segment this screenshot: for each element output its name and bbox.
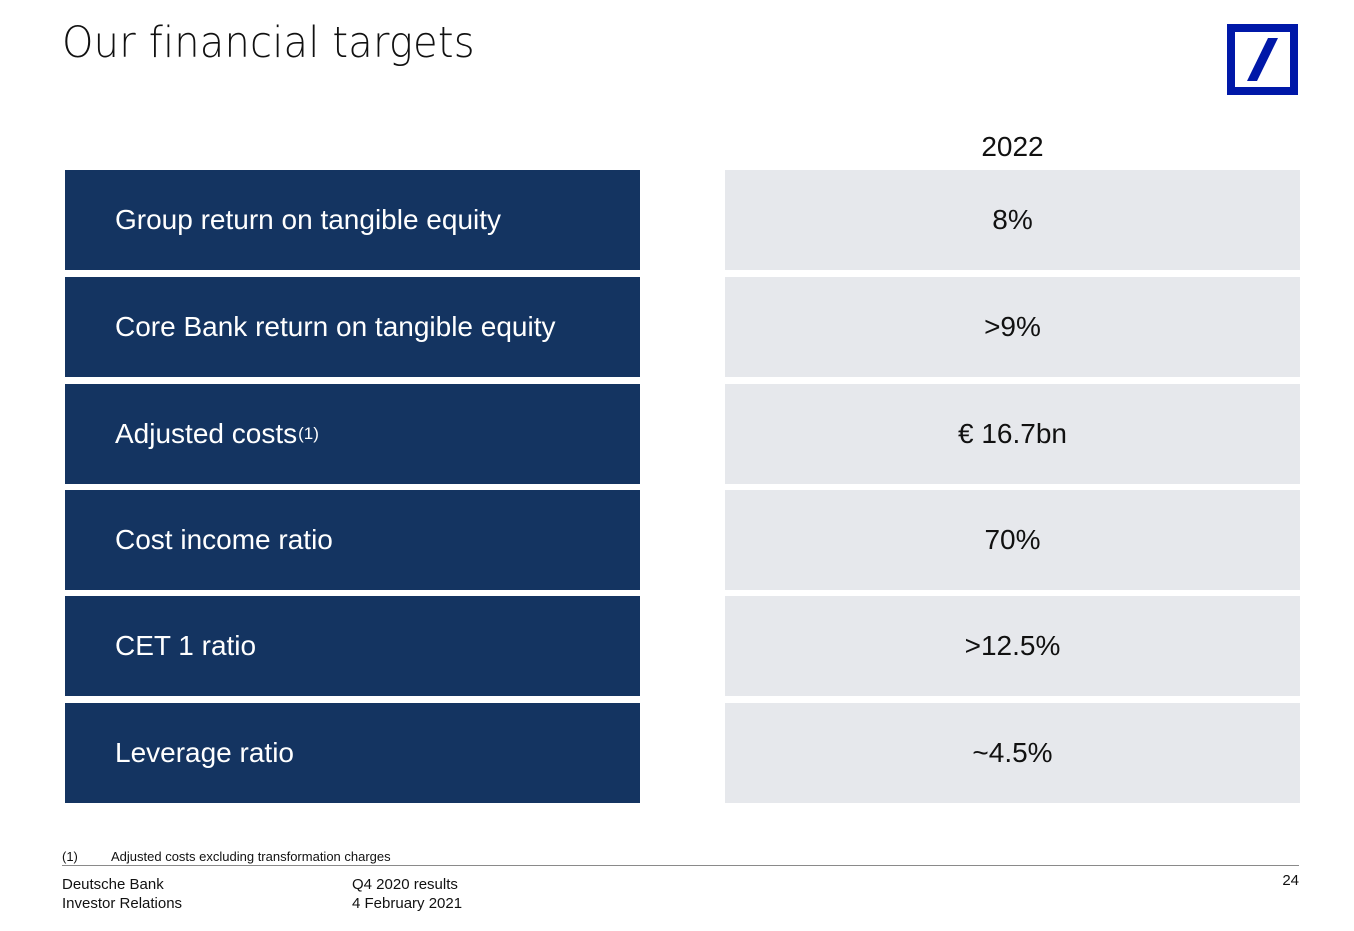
target-row-cost-income-ratio: Cost income ratio 70% (65, 490, 1300, 590)
footer-department: Investor Relations (62, 895, 183, 912)
footer-company: Deutsche Bank (62, 876, 164, 893)
footnote: (1) Adjusted costs excluding transformati… (62, 849, 391, 864)
target-label: Core Bank return on tangible equity (65, 277, 640, 377)
target-value: >12.5% (725, 596, 1300, 696)
target-label: Leverage ratio (65, 703, 640, 803)
target-label: CET 1 ratio (65, 596, 640, 696)
target-row-group-rote: Group return on tangible equity 8% (65, 170, 1300, 270)
target-value: 8% (725, 170, 1300, 270)
deutsche-bank-logo (1227, 24, 1298, 95)
footer-date: 4 February 2021 (352, 895, 463, 912)
target-value: ~4.5% (725, 703, 1300, 803)
target-row-leverage-ratio: Leverage ratio ~4.5% (65, 703, 1300, 803)
footnote-text: Adjusted costs excluding transformation … (111, 849, 391, 864)
year-column-header: 2022 (981, 131, 1044, 162)
footnote-number: (1) (62, 849, 78, 864)
target-value: >9% (725, 277, 1300, 377)
footer-divider (62, 865, 1299, 866)
target-row-cet1-ratio: CET 1 ratio >12.5% (65, 596, 1300, 696)
target-value: € 16.7bn (725, 384, 1300, 484)
target-label: Group return on tangible equity (65, 170, 640, 270)
footnote-marker: (1) (298, 424, 319, 443)
target-label: Adjusted costs (1) (65, 384, 640, 484)
target-label: Cost income ratio (65, 490, 640, 590)
target-row-adjusted-costs: Adjusted costs (1) € 16.7bn (65, 384, 1300, 484)
target-row-core-bank-rote: Core Bank return on tangible equity >9% (65, 277, 1300, 377)
target-value: 70% (725, 490, 1300, 590)
footer-report-block: Q4 2020 results 4 February 2021 (352, 875, 462, 913)
footer-report: Q4 2020 results (352, 876, 458, 893)
page-number: 24 (1282, 872, 1299, 889)
footer-company-block: Deutsche Bank Investor Relations (62, 875, 182, 913)
page-title: Our financial targets (62, 18, 475, 68)
